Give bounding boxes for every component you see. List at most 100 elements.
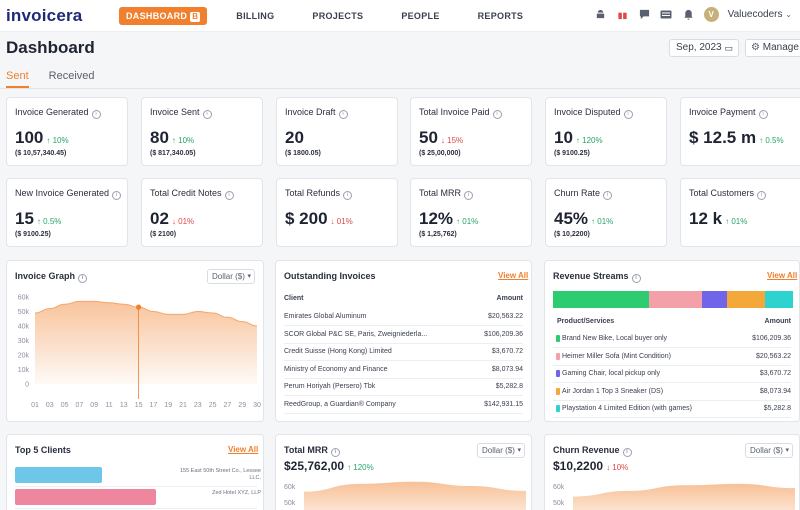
revenue-title: Revenue Streams i [553, 271, 641, 283]
gift-icon[interactable] [616, 8, 629, 21]
total-mrr-title: Total MRR i [284, 445, 340, 457]
nav-dashboard[interactable]: DASHBOARD B [119, 7, 208, 25]
stat-label-text: Churn Rate [554, 188, 601, 198]
client-bar[interactable] [15, 489, 156, 505]
bell-icon[interactable] [682, 8, 695, 21]
row-divider [553, 399, 791, 401]
client-name[interactable]: Emirates Global Aluminum [284, 313, 367, 320]
caret-down-icon: ▾ [517, 447, 521, 454]
row-divider [284, 360, 523, 361]
stat-value-text: $ 12.5 m [689, 128, 757, 147]
client-name[interactable]: ReedGroup, a Guardian® Company [284, 400, 396, 408]
stat-subvalue: ($ 10,2200) [554, 231, 590, 238]
y-tick-label: 60k [284, 484, 296, 491]
stat-card[interactable]: Invoice Generated i 100 ↑ 10% ($ 10,57,340.4… [6, 97, 128, 166]
stat-card[interactable]: Invoice Draft i 20 ($ 1800.05) [276, 97, 398, 166]
top-icons: V Valuecoders ⌄ [594, 7, 792, 22]
legend-swatch [556, 405, 560, 412]
stat-card[interactable]: Invoice Payment i $ 12.5 m ↑ 0.5% [680, 97, 800, 166]
stat-card[interactable]: Total Credit Notes i 02 ↓ 01% ($ 2100) [141, 178, 263, 247]
stat-value-text: 80 [150, 128, 169, 147]
total-mrr-currency-dropdown[interactable]: Dollar ($) ▾ [477, 443, 525, 458]
client-name[interactable]: SCOR Global P&C SE, Paris, Zweigniederla… [284, 330, 428, 338]
y-tick-label: 50k [553, 500, 565, 507]
y-tick-label: 50k [18, 309, 30, 316]
stat-card[interactable]: Total Invoice Paid i 50 ↓ 15% ($ 25,00,000) [410, 97, 532, 166]
stat-label: Total Invoice Paid i [419, 107, 502, 119]
manage-button[interactable]: ⚙ Manage [745, 39, 800, 57]
churn-currency-dropdown[interactable]: Dollar ($) ▾ [745, 443, 793, 458]
client-amount: $20,563.22 [487, 313, 523, 320]
row-divider [284, 325, 523, 326]
top-clients-view-all-link[interactable]: View All [228, 445, 259, 454]
stat-change: ↓ 01% [171, 217, 195, 226]
nav-dashboard-label: DASHBOARD [126, 11, 188, 21]
x-tick-label: 29 [238, 402, 246, 409]
stat-subvalue: ($ 1,25,762) [419, 231, 457, 238]
client-name[interactable]: Ministry of Economy and Finance [284, 365, 388, 373]
nav-reports[interactable]: REPORTS [477, 11, 524, 21]
row-divider [553, 417, 791, 418]
product-name: Brand New Bike, Local buyer only [562, 335, 668, 342]
revenue-bar-segment [553, 291, 649, 308]
revenue-bar-segment [727, 291, 766, 308]
stat-value: 02 ↓ 01% [150, 209, 194, 229]
stat-card[interactable]: New Invoice Generated i 15 ↑ 0.5% ($ 9100.25… [6, 178, 128, 247]
client-name[interactable]: Credit Suisse (Hong Kong) Limited [284, 348, 392, 355]
legend-swatch [556, 370, 560, 377]
stat-card[interactable]: Total Refunds i $ 200 ↓ 01% [276, 178, 398, 247]
outstanding-view-all-link[interactable]: View All [498, 271, 529, 280]
total-mrr-value: $25,762,00 ↑ 120% [284, 459, 374, 473]
hover-point[interactable] [136, 304, 142, 310]
legend-swatch [556, 387, 560, 395]
keyboard-icon[interactable] [660, 8, 673, 21]
revenue-bar-segment [765, 291, 793, 308]
stat-value: 12% ↑ 01% [419, 209, 478, 229]
revenue-bar-segment [648, 291, 702, 308]
stat-subvalue: ($ 2100) [150, 231, 177, 238]
date-picker-value: Sep, 2023 [676, 42, 722, 53]
info-icon: i [343, 191, 353, 200]
client-name[interactable]: Perum Horiyah (Persero) Tbk [284, 383, 376, 390]
stat-card[interactable]: Churn Rate i 45% ↑ 01% ($ 10,2200) [545, 178, 667, 247]
info-icon: i [631, 274, 641, 283]
area-line [34, 300, 258, 327]
invoicera-logo[interactable]: invoicera [6, 6, 82, 26]
chat-icon[interactable] [638, 8, 651, 21]
client-amount: $3,670.72 [491, 348, 523, 355]
col-client: Client [284, 295, 304, 302]
x-tick-label: 30 [253, 402, 261, 409]
client-bar[interactable] [15, 467, 102, 483]
info-icon: i [464, 191, 474, 200]
total-mrr-panel: Total MRR i Dollar ($) ▾ $25,762,00 ↑ 120%… [275, 434, 532, 510]
nav-projects[interactable]: PROJECTS [312, 11, 364, 21]
user-menu[interactable]: Valuecoders ⌄ [728, 9, 792, 20]
stat-value: $ 12.5 m ↑ 0.5% [689, 128, 784, 148]
row-divider [15, 508, 257, 509]
stat-label-text: Total Refunds [285, 188, 341, 198]
stat-card[interactable]: Invoice Disputed i 10 ↑ 120% ($ 9100.25) [545, 97, 667, 166]
area-fill [35, 301, 257, 384]
stat-card[interactable]: Total MRR i 12% ↑ 01% ($ 1,25,762) [410, 178, 532, 247]
stat-card[interactable]: Total Customers i 12 k ↑ 01% [680, 178, 800, 247]
stat-change: ↑ 0.5% [759, 136, 784, 145]
stat-value-text: 50 [419, 128, 438, 147]
revenue-view-all-link[interactable]: View All [767, 271, 798, 280]
user-avatar[interactable]: V [703, 7, 719, 22]
stat-label: Invoice Sent i [150, 107, 212, 119]
total-mrr-chart: 60k 50k [284, 481, 526, 510]
invoice-graph-currency-dropdown[interactable]: Dollar ($) ▾ [207, 269, 255, 284]
product-amount: $8,073.94 [759, 387, 791, 395]
android-icon[interactable] [594, 8, 607, 21]
nav-billing[interactable]: BILLING [236, 11, 275, 21]
nav-people[interactable]: PEOPLE [401, 11, 440, 21]
product-name: Gaming Chair, local pickup only [562, 370, 661, 377]
logo-text: invoicera [6, 6, 83, 25]
date-picker[interactable]: Sep, 2023 ▭ [669, 39, 739, 57]
chevron-down-icon: ⌄ [785, 10, 792, 19]
tab-received[interactable]: Received [48, 70, 95, 82]
tab-sent[interactable]: Sent [6, 70, 29, 88]
calendar-icon: ▭ [724, 43, 733, 53]
area-fill [573, 483, 795, 510]
stat-card[interactable]: Invoice Sent i 80 ↑ 10% ($ 817,340.05) [141, 97, 263, 166]
